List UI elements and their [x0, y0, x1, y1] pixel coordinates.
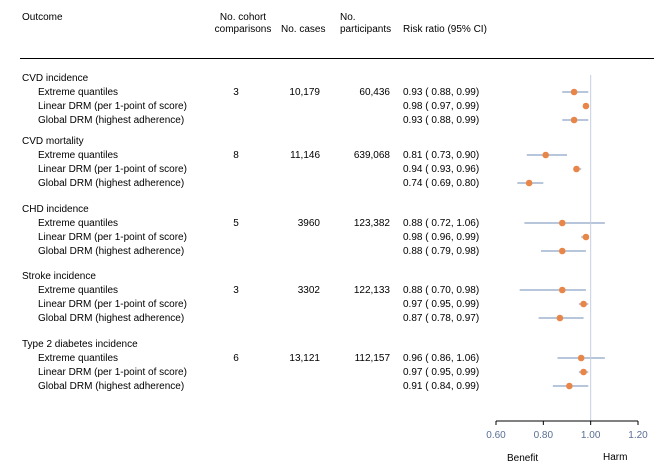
group-title: CHD incidence	[22, 204, 89, 215]
row-label: Linear DRM (per 1-point of score)	[38, 367, 187, 378]
row-label: Linear DRM (per 1-point of score)	[38, 299, 187, 310]
row-label: Extreme quantiles	[38, 87, 119, 98]
row-cases: 13,121	[289, 353, 320, 364]
row-cases: 3302	[297, 285, 320, 296]
row-participants: 122,133	[353, 285, 390, 296]
row-risk-ratio: 0.87 ( 0.78, 0.97)	[403, 313, 480, 324]
row-participants: 123,382	[353, 218, 390, 229]
estimate-point	[566, 382, 573, 390]
row-participants: 639,068	[353, 150, 390, 161]
header-participants-line1: No.	[340, 12, 356, 23]
x-tick-label: 0.60	[486, 430, 506, 441]
row-cases: 10,179	[289, 87, 320, 98]
x-tick-label: 1.00	[581, 430, 601, 441]
group-title: Stroke incidence	[22, 271, 96, 282]
row-label: Linear DRM (per 1-point of score)	[38, 164, 187, 175]
row-comparisons: 8	[233, 150, 239, 161]
header-cases: No. cases	[281, 24, 326, 35]
estimate-point	[556, 314, 564, 322]
estimate-point	[570, 116, 578, 124]
header-rule	[20, 58, 654, 59]
row-comparisons: 3	[233, 285, 239, 296]
estimate-point	[573, 165, 580, 173]
row-risk-ratio: 0.93 ( 0.88, 0.99)	[403, 115, 480, 126]
estimate-point	[558, 286, 566, 294]
row-label: Global DRM (highest adherence)	[38, 313, 185, 324]
x-tick-label: 0.80	[534, 430, 554, 441]
row-comparisons: 5	[233, 218, 239, 229]
row-label: Extreme quantiles	[38, 353, 119, 364]
estimate-point	[542, 151, 549, 159]
header-risk-ratio: Risk ratio (95% CI)	[403, 24, 487, 35]
header-participants: No. participants	[340, 12, 391, 36]
row-label: Extreme quantiles	[38, 218, 119, 229]
row-label: Linear DRM (per 1-point of score)	[38, 101, 187, 112]
row-risk-ratio: 0.88 ( 0.79, 0.98)	[403, 246, 480, 257]
estimate-point	[558, 219, 566, 227]
row-risk-ratio: 0.97 ( 0.95, 0.99)	[403, 367, 480, 378]
row-risk-ratio: 0.91 ( 0.84, 0.99)	[403, 381, 480, 392]
estimate-point	[582, 233, 590, 241]
row-cases: 11,146	[290, 150, 320, 161]
row-risk-ratio: 0.74 ( 0.69, 0.80)	[403, 178, 480, 189]
estimate-point	[577, 354, 585, 362]
row-risk-ratio: 0.88 ( 0.72, 1.06)	[403, 218, 480, 229]
row-risk-ratio: 0.81 ( 0.73, 0.90)	[403, 150, 480, 161]
estimate-point	[525, 179, 533, 187]
row-risk-ratio: 0.96 ( 0.86, 1.06)	[403, 353, 480, 364]
row-label: Global DRM (highest adherence)	[38, 381, 185, 392]
row-risk-ratio: 0.98 ( 0.97, 0.99)	[403, 101, 480, 112]
row-comparisons: 3	[233, 87, 239, 98]
row-comparisons: 6	[233, 353, 239, 364]
row-label: Extreme quantiles	[38, 285, 119, 296]
row-label: Global DRM (highest adherence)	[38, 115, 185, 126]
row-risk-ratio: 0.94 ( 0.93, 0.96)	[403, 164, 480, 175]
estimate-point	[582, 102, 590, 110]
row-risk-ratio: 0.98 ( 0.96, 0.99)	[403, 232, 480, 243]
row-label: Global DRM (highest adherence)	[38, 178, 185, 189]
estimate-point	[580, 300, 587, 308]
x-tick-label: 1.20	[628, 430, 648, 441]
estimate-point	[570, 88, 578, 96]
estimate-point	[558, 247, 566, 255]
header-comparisons-line2: comparisons	[214, 24, 272, 35]
estimate-point	[580, 368, 587, 376]
row-label: Global DRM (highest adherence)	[38, 246, 185, 257]
group-title: CVD mortality	[22, 136, 84, 147]
group-title: CVD incidence	[22, 73, 89, 84]
row-label: Extreme quantiles	[38, 150, 119, 161]
row-participants: 60,436	[359, 87, 390, 98]
row-risk-ratio: 0.88 ( 0.70, 0.98)	[403, 285, 480, 296]
benefit-label: Benefit	[507, 453, 539, 464]
header-comparisons-line1: No. cohort	[219, 12, 267, 23]
header-comparisons: No. cohort comparisons	[206, 12, 280, 36]
header-outcome: Outcome	[22, 12, 63, 23]
group-title: Type 2 diabetes incidence	[22, 339, 138, 350]
row-risk-ratio: 0.97 ( 0.95, 0.99)	[403, 299, 480, 310]
row-label: Linear DRM (per 1-point of score)	[38, 232, 187, 243]
row-participants: 112,157	[354, 353, 390, 364]
harm-label: Harm	[603, 452, 628, 463]
row-risk-ratio: 0.93 ( 0.88, 0.99)	[403, 87, 480, 98]
header-participants-line2: participants	[340, 24, 392, 35]
row-cases: 3960	[297, 218, 320, 229]
